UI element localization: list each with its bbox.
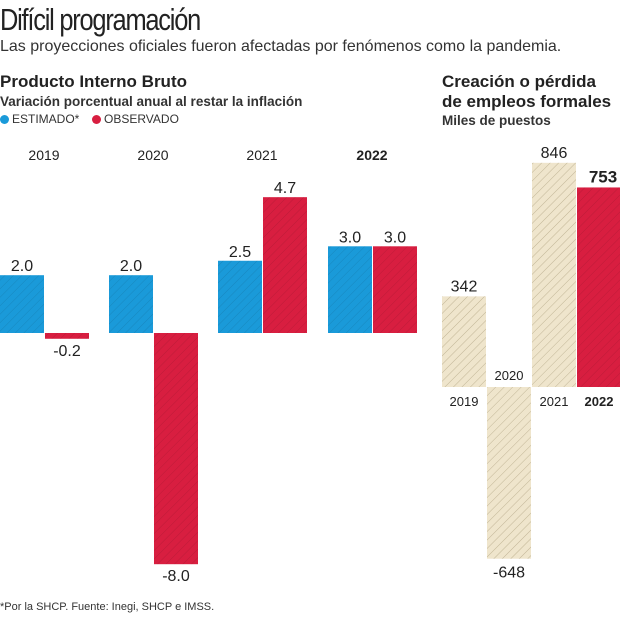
estimado-bar-hatch (109, 275, 153, 333)
jobs-year-label: 2022 (585, 394, 614, 409)
jobs-chart-title-2: de empleos formales (442, 92, 612, 111)
legend-observado: OBSERVADO (92, 112, 179, 126)
gdp-value-label: 2.0 (120, 258, 142, 275)
gdp-value-label: 3.0 (339, 229, 361, 246)
gdp-year-label: 2021 (246, 147, 277, 163)
gdp-value-label: -0.2 (53, 343, 81, 360)
gdp-year-label: 2022 (356, 147, 387, 163)
title: Difícil programación (0, 2, 201, 37)
observado-dot-icon (92, 115, 101, 124)
gdp-value-label: 2.0 (11, 258, 33, 275)
jobs-bar-hatch (442, 296, 486, 387)
gdp-year-label: 2020 (137, 147, 168, 163)
jobs-bar-hatch (532, 162, 576, 387)
jobs-year-label: 2021 (540, 394, 569, 409)
legend-estimado: ESTIMADO* (0, 112, 79, 126)
jobs-value-label: 846 (541, 145, 568, 162)
gdp-value-label: 4.7 (274, 180, 296, 197)
legend-label: ESTIMADO* (12, 112, 80, 126)
observado-bar-hatch (45, 333, 89, 339)
jobs-value-label: 342 (451, 278, 478, 295)
jobs-year-label: 2019 (450, 394, 479, 409)
jobs-chart-subtitle: Miles de puestos (442, 113, 551, 128)
observado-bar-hatch (373, 246, 417, 333)
jobs-bar-hatch (487, 387, 531, 559)
jobs-bar-2022-hatch (577, 187, 620, 387)
gdp-value-label: -8.0 (162, 568, 190, 585)
estimado-bar-hatch (0, 275, 44, 333)
estimado-dot-icon (0, 115, 9, 124)
gdp-value-label: 3.0 (384, 229, 406, 246)
jobs-value-label: 753 (589, 167, 617, 186)
gdp-value-label: 2.5 (229, 244, 251, 261)
estimado-bar-hatch (218, 260, 262, 333)
observado-bar-hatch (154, 333, 198, 565)
footnote: *Por la SHCP. Fuente: Inegi, SHCP e IMSS… (0, 601, 215, 613)
jobs-value-label: -648 (493, 565, 525, 582)
gdp-chart-title: Producto Interno Bruto (0, 72, 187, 91)
subtitle: Las proyecciones oficiales fueron afecta… (0, 38, 562, 55)
gdp-chart-subtitle: Variación porcentual anual al restar la … (0, 94, 303, 109)
gdp-year-label: 2019 (28, 147, 59, 163)
observado-bar-hatch (263, 197, 307, 333)
estimado-bar-hatch (328, 246, 372, 333)
jobs-chart-title-1: Creación o pérdida (442, 72, 596, 91)
legend-label: OBSERVADO (104, 112, 179, 126)
jobs-year-label: 2020 (495, 368, 524, 383)
